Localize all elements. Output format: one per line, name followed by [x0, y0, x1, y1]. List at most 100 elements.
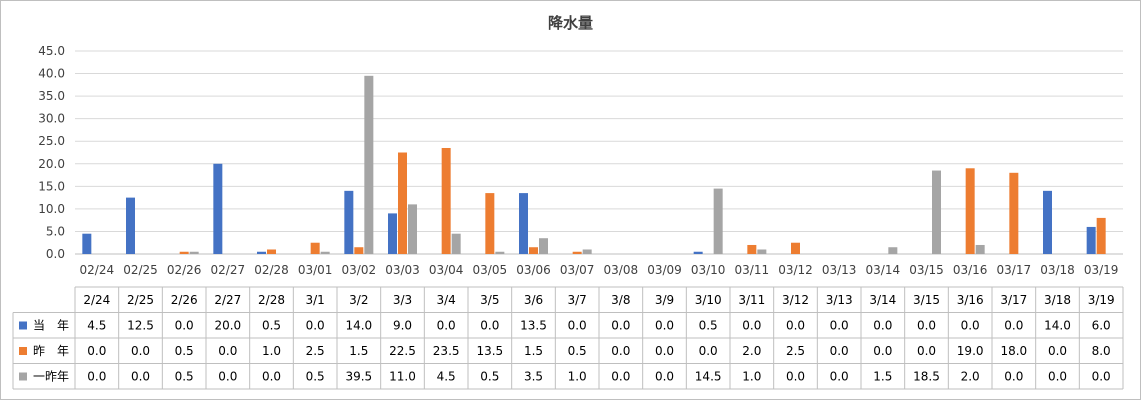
x-tick-label: 03/03	[385, 263, 420, 277]
x-tick-label: 02/24	[80, 263, 115, 277]
bar-3	[932, 170, 941, 254]
bar-1	[257, 251, 266, 254]
x-tick-label: 03/07	[560, 263, 595, 277]
table-header-cell: 3/14	[869, 293, 896, 307]
table-value-cell: 14.0	[345, 319, 372, 333]
x-tick-label: 03/17	[997, 263, 1032, 277]
legend-label-3: 一昨年	[33, 370, 69, 384]
bar-1	[82, 233, 92, 254]
bar-2	[441, 147, 451, 254]
x-tick-label: 02/27	[211, 263, 246, 277]
table-value-cell: 2.0	[961, 370, 980, 384]
table-header-cell: 3/12	[782, 293, 809, 307]
bar-2	[791, 242, 800, 254]
bar-3	[408, 204, 417, 254]
y-tick-label: 10.0	[38, 202, 65, 216]
x-tick-label: 03/02	[342, 263, 377, 277]
bar-1	[693, 251, 703, 254]
bar-3	[975, 244, 985, 254]
table-header-cell: 3/16	[957, 293, 984, 307]
x-tick-label: 03/04	[429, 263, 464, 277]
table-value-cell: 0.5	[568, 344, 587, 358]
table-value-cell: 0.0	[917, 319, 936, 333]
table-value-cell: 0.0	[611, 319, 630, 333]
x-tick-label: 02/28	[254, 263, 289, 277]
x-tick-label: 03/10	[691, 263, 726, 277]
y-tick-label: 40.0	[38, 67, 65, 81]
bar-2	[529, 247, 538, 254]
table-value-cell: 0.0	[87, 370, 106, 384]
table-value-cell: 18.5	[913, 370, 940, 384]
bar-3	[888, 247, 898, 254]
table-value-cell: 23.5	[433, 344, 460, 358]
x-tick-label: 03/13	[822, 263, 857, 277]
bar-2	[485, 193, 495, 254]
table-header-cell: 3/11	[738, 293, 765, 307]
y-tick-label: 30.0	[38, 112, 65, 126]
bar-1	[126, 197, 135, 254]
table-value-cell: 0.0	[1004, 370, 1023, 384]
table-value-cell: 11.0	[389, 370, 416, 384]
table-header-cell: 3/2	[349, 293, 368, 307]
x-tick-label: 03/14	[866, 263, 901, 277]
y-tick-label: 5.0	[46, 224, 65, 238]
table-header-cell: 3/7	[568, 293, 587, 307]
bar-2	[267, 249, 276, 254]
table-header-cell: 2/26	[171, 293, 198, 307]
table-value-cell: 0.5	[262, 319, 281, 333]
table-value-cell: 2.5	[786, 344, 805, 358]
table-value-cell: 0.0	[262, 370, 281, 384]
table-value-cell: 0.0	[873, 319, 892, 333]
table-value-cell: 0.0	[218, 344, 237, 358]
table-value-cell: 1.5	[349, 344, 368, 358]
table-value-cell: 0.0	[1092, 370, 1111, 384]
table-header-cell: 3/13	[826, 293, 853, 307]
table-value-cell: 0.0	[917, 344, 936, 358]
table-value-cell: 14.0	[1044, 319, 1071, 333]
y-tick-label: 45.0	[38, 44, 65, 58]
table-value-cell: 0.0	[131, 344, 150, 358]
table-value-cell: 22.5	[389, 344, 416, 358]
table-value-cell: 0.5	[699, 319, 718, 333]
x-tick-label: 03/05	[473, 263, 508, 277]
bar-1	[344, 190, 354, 254]
table-value-cell: 6.0	[1092, 319, 1111, 333]
legend-label-1: 当 年	[33, 319, 69, 333]
bar-3	[320, 251, 330, 254]
table-value-cell: 0.0	[1004, 319, 1023, 333]
bar-2	[310, 242, 320, 254]
legend-label-2: 昨 年	[33, 344, 69, 358]
table-header-cell: 3/8	[611, 293, 630, 307]
table-header-cell: 3/9	[655, 293, 674, 307]
table-value-cell: 4.5	[437, 370, 456, 384]
table-value-cell: 0.0	[786, 370, 805, 384]
x-tick-label: 03/08	[604, 263, 639, 277]
table-value-cell: 0.0	[87, 344, 106, 358]
table-value-cell: 1.0	[742, 370, 761, 384]
bar-3	[189, 251, 199, 254]
table-value-cell: 0.0	[1048, 344, 1067, 358]
y-tick-label: 35.0	[38, 89, 65, 103]
bar-1	[1086, 226, 1096, 254]
table-value-cell: 19.0	[957, 344, 984, 358]
table-value-cell: 0.0	[306, 319, 325, 333]
table-value-cell: 0.0	[437, 319, 456, 333]
table-value-cell: 0.0	[873, 344, 892, 358]
y-tick-label: 15.0	[38, 179, 65, 193]
table-value-cell: 1.0	[568, 370, 587, 384]
bar-1	[388, 213, 397, 254]
bar-2	[179, 251, 189, 254]
y-tick-label: 0.0	[46, 247, 65, 261]
bar-3	[451, 233, 461, 254]
table-header-cell: 3/18	[1044, 293, 1071, 307]
table-value-cell: 39.5	[345, 370, 372, 384]
x-tick-label: 02/26	[167, 263, 202, 277]
table-value-cell: 0.5	[480, 370, 499, 384]
table-value-cell: 13.5	[476, 344, 503, 358]
table-value-cell: 1.0	[262, 344, 281, 358]
x-tick-label: 02/25	[123, 263, 158, 277]
table-header-cell: 3/19	[1088, 293, 1115, 307]
table-value-cell: 0.0	[655, 370, 674, 384]
